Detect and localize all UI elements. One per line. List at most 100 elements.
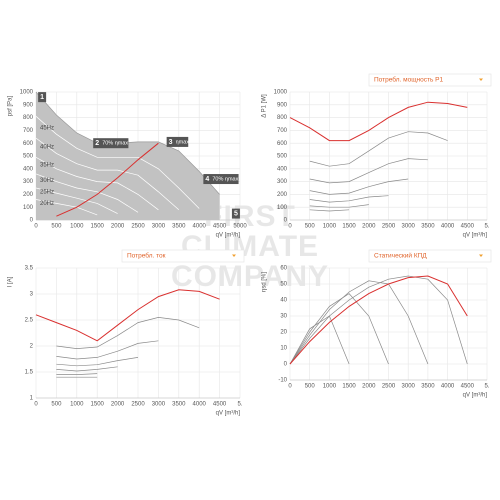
y-tick-label: 800 <box>23 115 34 121</box>
x-tick-label: 0 <box>288 384 292 390</box>
y-tick-label: 600 <box>277 141 288 147</box>
y-tick-label: 1.5 <box>25 370 34 376</box>
dropdown-label: Потребл. ток <box>127 252 166 260</box>
y-tick-label: 500 <box>277 154 288 160</box>
frequency-label: 30Hz <box>40 178 54 184</box>
x-tick-label: 2000 <box>111 224 125 230</box>
marker-number: 5 <box>234 210 238 217</box>
y-axis-label: Δ P1 [W] <box>262 94 268 118</box>
series-line <box>309 178 409 195</box>
y-tick-label: 0 <box>284 218 288 224</box>
series-line <box>35 116 200 209</box>
x-tick-label: 3500 <box>421 224 435 230</box>
y-tick-label: 500 <box>23 154 34 160</box>
y-axis-label: I [A] <box>8 276 14 287</box>
dropdown[interactable]: Потребл. ток <box>121 249 245 263</box>
y-tick-label: 1 <box>30 396 34 402</box>
frequency-label: 45Hz <box>40 125 54 131</box>
y-tick-label: 30 <box>280 314 287 320</box>
series-line <box>35 137 180 211</box>
dropdown-label: Потребл. мощность P1 <box>374 76 444 84</box>
series-line <box>309 209 350 212</box>
x-tick-label: 0 <box>34 402 38 408</box>
x-tick-label: 3500 <box>421 384 435 390</box>
marker-number: 3 <box>169 139 173 146</box>
dropdown[interactable]: Статический КПД <box>368 249 492 263</box>
frequency-label: 20Hz <box>40 201 54 207</box>
y-tick-label: 800 <box>277 115 288 121</box>
marker-number: 2 <box>95 140 99 147</box>
x-tick-label: 3000 <box>152 224 166 230</box>
y-tick-label: 400 <box>23 166 34 172</box>
series-line <box>289 275 468 365</box>
series-line <box>35 173 139 213</box>
dropdown-arrow <box>232 254 236 257</box>
x-tick-label: 3000 <box>402 224 416 230</box>
x-tick-label: 2000 <box>362 384 376 390</box>
x-tick-label: 5000 <box>233 224 247 230</box>
x-tick-label: 500 <box>51 224 62 230</box>
series-line <box>35 156 159 211</box>
series-line <box>309 195 389 203</box>
frequency-label: 25Hz <box>40 189 54 195</box>
x-tick-label: 2500 <box>131 402 145 408</box>
series-line <box>35 289 220 342</box>
marker-box <box>166 136 189 147</box>
operating-point: 1 <box>38 92 47 103</box>
dropdown-box <box>121 249 245 263</box>
y-tick-label: 400 <box>277 166 288 172</box>
y-tick-label: 200 <box>23 192 34 198</box>
y-tick-label: 900 <box>23 102 34 108</box>
series-line <box>309 158 428 184</box>
y-tick-label: 0 <box>284 362 288 368</box>
x-tick-label: 4500 <box>213 224 227 230</box>
x-axis-label: qV [m³/h] <box>216 411 241 417</box>
marker-box <box>93 138 129 149</box>
x-tick-label: 1500 <box>342 224 356 230</box>
series-line <box>56 357 139 367</box>
series-line <box>309 131 448 167</box>
x-tick-label: 3500 <box>172 402 186 408</box>
x-tick-label: 4000 <box>193 402 207 408</box>
y-tick-label: 1000 <box>20 90 34 96</box>
frequency-label: 35Hz <box>40 163 54 169</box>
x-tick-label: 1000 <box>70 402 84 408</box>
dropdown[interactable]: Потребл. мощность P1 <box>368 73 492 87</box>
x-tick-label: 4500 <box>461 224 475 230</box>
dropdown-label: Статический КПД <box>374 252 427 260</box>
series-line <box>35 187 118 214</box>
marker-box <box>203 174 239 185</box>
marker-number: 1 <box>40 94 44 101</box>
series-line <box>289 101 468 142</box>
y-axis-label: ηsd [%] <box>262 272 268 292</box>
x-tick-label: 5. <box>484 224 489 230</box>
y-tick-label: 50 <box>280 282 287 288</box>
x-tick-label: 500 <box>305 224 316 230</box>
series-line <box>56 340 159 360</box>
operating-point: 3 ηmax <box>166 136 189 147</box>
series-line <box>289 293 389 365</box>
series-line <box>35 199 98 216</box>
y-tick-label: 900 <box>277 102 288 108</box>
x-tick-label: 500 <box>51 402 62 408</box>
x-tick-label: 1500 <box>342 384 356 390</box>
x-tick-label: 2000 <box>111 402 125 408</box>
y-tick-label: 700 <box>23 128 34 134</box>
x-tick-label: 1000 <box>323 224 337 230</box>
marker-number: 4 <box>205 176 209 183</box>
x-tick-label: 5. <box>484 384 489 390</box>
series-line <box>289 280 429 365</box>
x-tick-label: 1500 <box>91 402 105 408</box>
x-tick-label: 5. <box>237 402 242 408</box>
x-tick-label: 4000 <box>441 384 455 390</box>
frequency-label: 40Hz <box>40 145 54 151</box>
y-tick-label: 1000 <box>274 90 288 96</box>
x-tick-label: 1000 <box>70 224 84 230</box>
y-axis-label: psf [Pa] <box>8 95 14 116</box>
x-axis-label: qV [m³/h] <box>463 233 488 239</box>
x-tick-label: 0 <box>288 224 292 230</box>
y-tick-label: 300 <box>277 179 288 185</box>
x-tick-label: 4000 <box>193 224 207 230</box>
operating-point: 5 <box>231 208 240 219</box>
